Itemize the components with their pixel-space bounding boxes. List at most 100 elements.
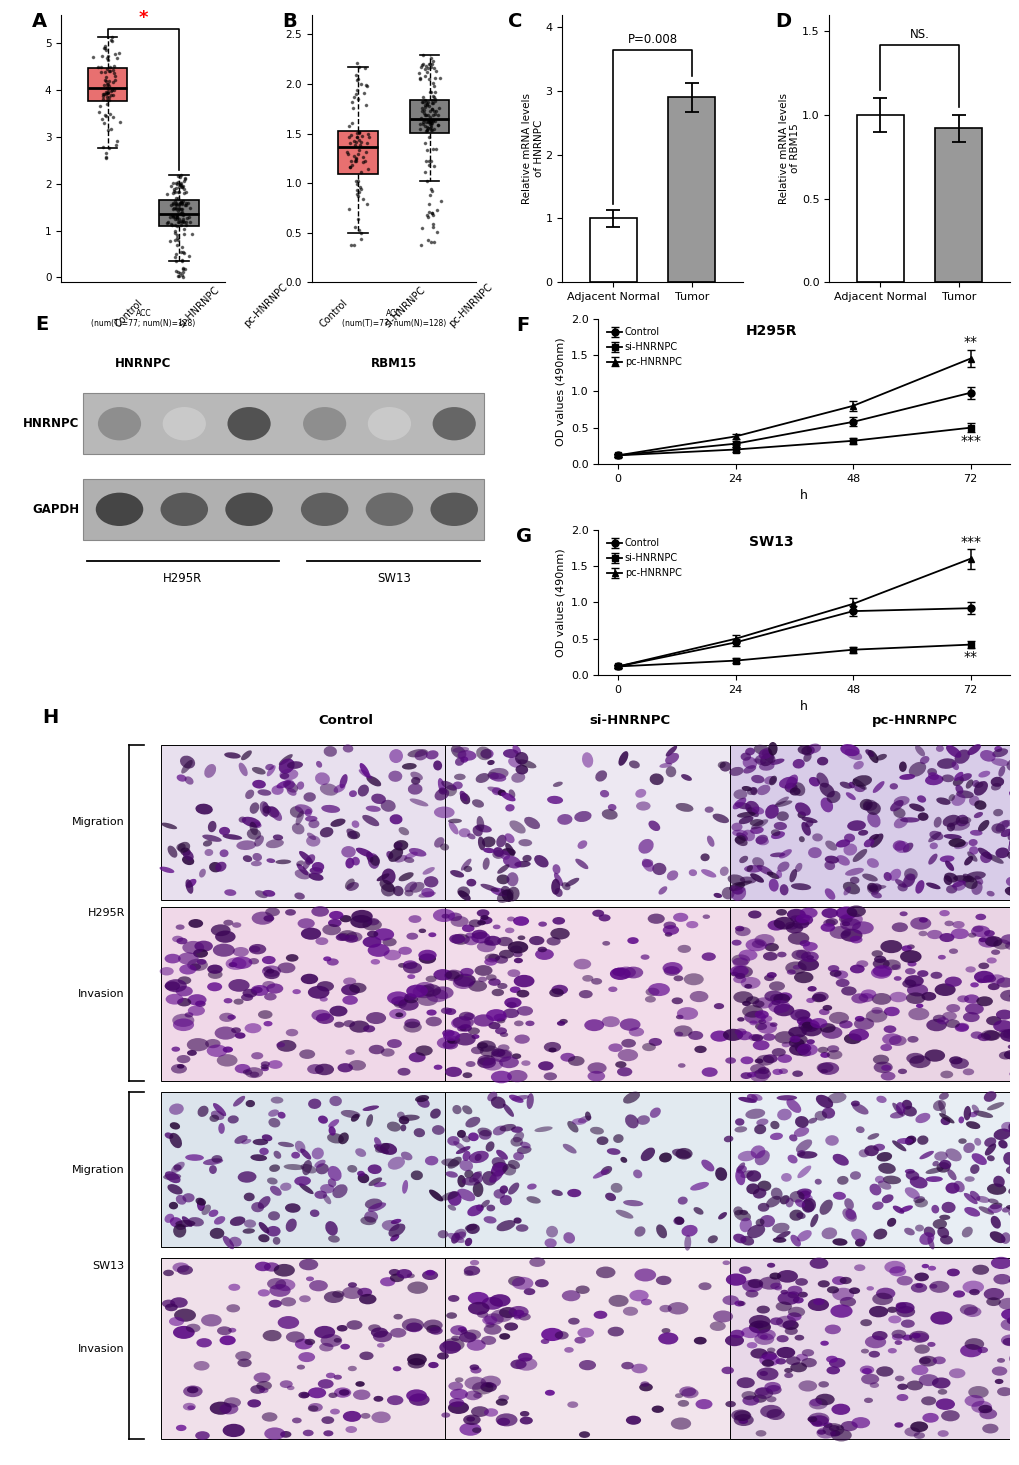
Ellipse shape <box>567 1190 581 1197</box>
Ellipse shape <box>756 1329 775 1340</box>
Ellipse shape <box>748 1034 759 1042</box>
Ellipse shape <box>714 1168 727 1181</box>
Ellipse shape <box>811 993 825 1002</box>
Ellipse shape <box>755 1219 764 1226</box>
Ellipse shape <box>954 750 969 763</box>
Ellipse shape <box>194 1361 209 1371</box>
Ellipse shape <box>407 974 415 979</box>
Point <box>98 145 114 168</box>
Ellipse shape <box>836 839 850 848</box>
Ellipse shape <box>904 1137 914 1146</box>
Ellipse shape <box>731 886 746 901</box>
Ellipse shape <box>748 1316 769 1327</box>
Ellipse shape <box>948 838 965 847</box>
Ellipse shape <box>198 1106 208 1116</box>
Ellipse shape <box>214 1216 225 1225</box>
Ellipse shape <box>713 1004 723 1009</box>
Ellipse shape <box>484 958 496 965</box>
Ellipse shape <box>841 932 850 936</box>
Ellipse shape <box>908 803 924 812</box>
Ellipse shape <box>902 980 915 987</box>
Ellipse shape <box>405 889 413 897</box>
Ellipse shape <box>1016 1169 1019 1176</box>
Ellipse shape <box>963 1207 979 1216</box>
Point <box>354 125 370 148</box>
Ellipse shape <box>243 1069 252 1075</box>
Point <box>350 67 366 91</box>
Ellipse shape <box>952 880 965 891</box>
Ellipse shape <box>304 793 316 801</box>
Ellipse shape <box>207 964 222 974</box>
Ellipse shape <box>756 785 769 795</box>
Ellipse shape <box>957 817 970 825</box>
Ellipse shape <box>892 1140 906 1151</box>
Ellipse shape <box>962 876 977 889</box>
Ellipse shape <box>458 750 476 760</box>
Ellipse shape <box>889 784 897 790</box>
Text: ACC
(num(T)=77; num(N)=128): ACC (num(T)=77; num(N)=128) <box>341 309 445 328</box>
Ellipse shape <box>422 867 434 875</box>
Point <box>338 141 355 164</box>
Ellipse shape <box>612 1134 623 1143</box>
Ellipse shape <box>473 1014 493 1027</box>
Ellipse shape <box>591 979 601 984</box>
Ellipse shape <box>263 916 274 921</box>
Ellipse shape <box>889 992 906 1002</box>
Point <box>93 56 109 79</box>
Ellipse shape <box>840 744 859 756</box>
Text: ACC
(num(T)=77; num(N)=128): ACC (num(T)=77; num(N)=128) <box>91 309 196 328</box>
Ellipse shape <box>951 880 965 888</box>
Ellipse shape <box>745 1289 758 1298</box>
Ellipse shape <box>184 776 194 785</box>
Ellipse shape <box>945 1020 959 1028</box>
Ellipse shape <box>312 1147 324 1159</box>
Ellipse shape <box>1002 1338 1015 1346</box>
Point <box>167 221 183 245</box>
Ellipse shape <box>261 1061 270 1067</box>
Ellipse shape <box>1002 1030 1016 1039</box>
Ellipse shape <box>904 1427 919 1437</box>
Ellipse shape <box>544 1390 554 1396</box>
Ellipse shape <box>495 1399 507 1406</box>
Ellipse shape <box>1010 794 1019 804</box>
Ellipse shape <box>879 1045 892 1050</box>
Ellipse shape <box>1006 757 1019 771</box>
Ellipse shape <box>775 1346 795 1358</box>
Ellipse shape <box>452 781 463 790</box>
Ellipse shape <box>998 1052 1012 1059</box>
Point <box>347 146 364 170</box>
Ellipse shape <box>985 891 994 897</box>
Ellipse shape <box>969 983 978 987</box>
Ellipse shape <box>499 850 510 860</box>
Ellipse shape <box>674 1026 692 1037</box>
Ellipse shape <box>977 771 989 778</box>
Ellipse shape <box>839 1277 851 1285</box>
Ellipse shape <box>712 813 729 823</box>
Ellipse shape <box>203 1159 223 1165</box>
Ellipse shape <box>495 1414 517 1427</box>
Ellipse shape <box>442 1338 464 1351</box>
Ellipse shape <box>491 1157 505 1168</box>
Ellipse shape <box>262 1330 281 1342</box>
Ellipse shape <box>688 1031 702 1040</box>
Ellipse shape <box>916 795 925 803</box>
Point <box>171 196 187 220</box>
Ellipse shape <box>505 1002 517 1008</box>
Ellipse shape <box>355 1381 365 1387</box>
Ellipse shape <box>931 1160 937 1166</box>
Ellipse shape <box>201 1314 221 1326</box>
Ellipse shape <box>752 1188 765 1198</box>
Point <box>347 130 364 154</box>
Point <box>423 88 439 111</box>
Point <box>165 192 181 215</box>
Ellipse shape <box>459 1423 481 1436</box>
Ellipse shape <box>451 933 470 945</box>
Ellipse shape <box>800 951 818 963</box>
Ellipse shape <box>211 1110 224 1121</box>
Ellipse shape <box>863 1146 878 1156</box>
Point <box>174 209 191 233</box>
Point <box>340 114 357 138</box>
Ellipse shape <box>677 1401 689 1406</box>
Ellipse shape <box>798 1020 819 1033</box>
Ellipse shape <box>490 1310 512 1323</box>
